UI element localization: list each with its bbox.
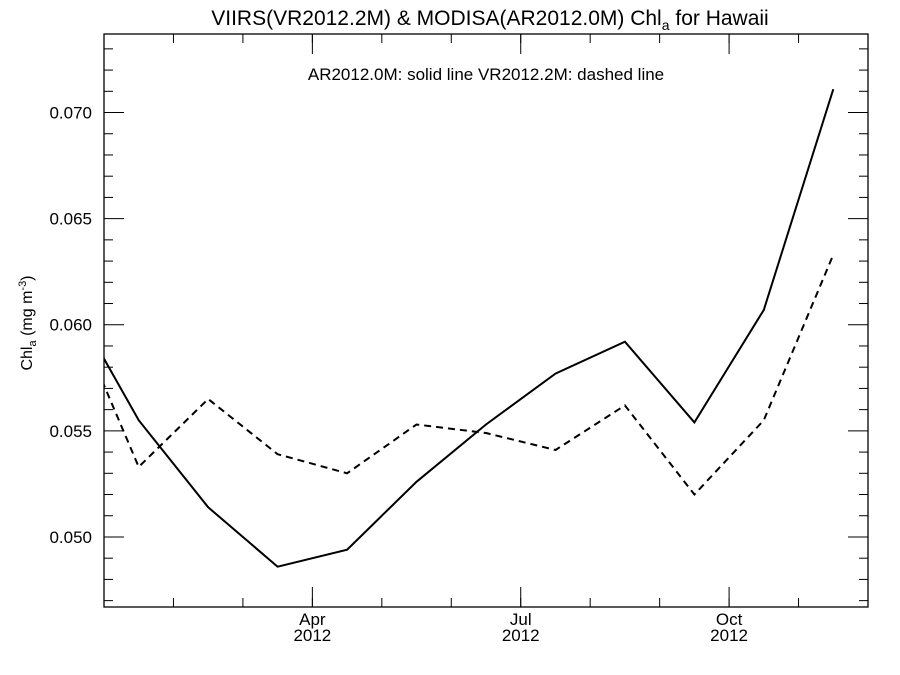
x-tick-label: Jul bbox=[510, 610, 532, 629]
y-tick-label: 0.070 bbox=[49, 104, 92, 123]
y-tick-label: 0.050 bbox=[49, 528, 92, 547]
y-axis-label-end: ) bbox=[19, 275, 36, 280]
plot-frame bbox=[103, 33, 869, 608]
x-tick-year-label: 2012 bbox=[710, 626, 748, 645]
x-tick-label: Apr bbox=[299, 610, 326, 629]
y-axis-label-units: (mg m bbox=[19, 291, 36, 341]
chart-title: VIIRS(VR2012.2M) & MODISA(AR2012.0M) Chl… bbox=[211, 7, 768, 33]
series-line-solid bbox=[104, 88, 835, 568]
x-tick-label: Oct bbox=[716, 610, 743, 629]
axis-ticks bbox=[104, 34, 868, 607]
chart-title-tail: for Hawaii bbox=[670, 7, 769, 30]
legend-annotation: AR2012.0M: solid line VR2012.2M: dashed … bbox=[308, 65, 664, 84]
y-tick-label: 0.065 bbox=[49, 210, 92, 229]
series-line-dashed bbox=[104, 254, 835, 497]
y-axis-label-base: Chl bbox=[19, 347, 36, 371]
chart-title-subscript: a bbox=[662, 17, 670, 33]
series-lines bbox=[104, 88, 835, 568]
y-axis-label-subscript: a bbox=[27, 340, 39, 347]
y-tick-label: 0.060 bbox=[49, 316, 92, 335]
chart-title-main: VIIRS(VR2012.2M) & MODISA(AR2012.0M) Chl bbox=[211, 7, 661, 30]
svg-text:Chla (mg m-3): Chla (mg m-3) bbox=[17, 275, 39, 370]
y-tick-labels: 0.050 0.055 0.060 0.065 0.070 bbox=[49, 104, 92, 547]
y-tick-label: 0.055 bbox=[49, 422, 92, 441]
x-tick-year-label: 2012 bbox=[293, 626, 331, 645]
y-axis-label-superscript: -3 bbox=[17, 281, 29, 291]
x-tick-year-label: 2012 bbox=[502, 626, 540, 645]
y-axis-label: Chla (mg m-3) bbox=[17, 275, 39, 370]
